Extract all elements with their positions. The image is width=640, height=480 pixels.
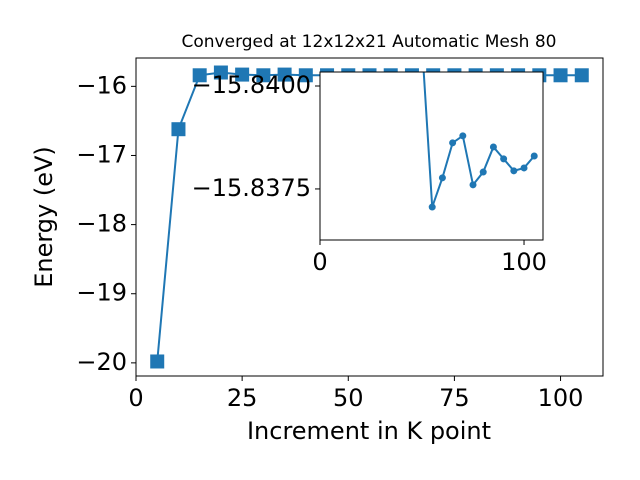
axes-frame — [319, 71, 544, 241]
marker — [438, 174, 446, 182]
marker — [510, 167, 518, 175]
y-tick-label: −20 — [76, 348, 127, 376]
marker — [574, 68, 589, 83]
marker — [277, 67, 292, 82]
y-tick-label: −15.8375 — [192, 174, 311, 202]
marker — [256, 68, 271, 83]
marker — [428, 203, 436, 211]
x-tick-label: 100 — [501, 248, 547, 276]
y-tick-label: −15.8400 — [192, 71, 311, 99]
marker — [235, 67, 250, 82]
marker — [500, 155, 508, 163]
x-tick-label: 0 — [128, 384, 143, 412]
x-tick-label: 0 — [312, 248, 327, 276]
x-axis-label: Increment in K point — [247, 417, 491, 445]
marker — [489, 143, 497, 151]
marker — [459, 132, 467, 140]
y-tick-label: −18 — [76, 210, 127, 238]
y-tick-label: −19 — [76, 279, 127, 307]
plot-group — [422, 72, 538, 211]
y-tick-label: −16 — [76, 71, 127, 99]
x-tick-label: 25 — [227, 384, 258, 412]
marker — [192, 68, 207, 83]
marker — [530, 152, 538, 160]
plot-area — [320, 72, 543, 240]
x-tick-label: 50 — [333, 384, 364, 412]
marker — [469, 181, 477, 189]
chart-title: Converged at 12x12x21 Automatic Mesh 80 — [182, 32, 557, 52]
axes-frame — [135, 57, 604, 377]
x-tick-label: 75 — [439, 384, 470, 412]
marker — [171, 122, 186, 137]
marker — [479, 168, 487, 176]
marker — [553, 68, 568, 83]
y-tick-label: −17 — [76, 140, 127, 168]
marker — [449, 139, 457, 147]
marker — [150, 354, 165, 369]
marker — [298, 68, 313, 83]
marker — [213, 65, 228, 80]
marker — [520, 164, 528, 172]
x-tick-label: 100 — [538, 384, 584, 412]
y-axis-label: Energy (eV) — [30, 146, 58, 288]
